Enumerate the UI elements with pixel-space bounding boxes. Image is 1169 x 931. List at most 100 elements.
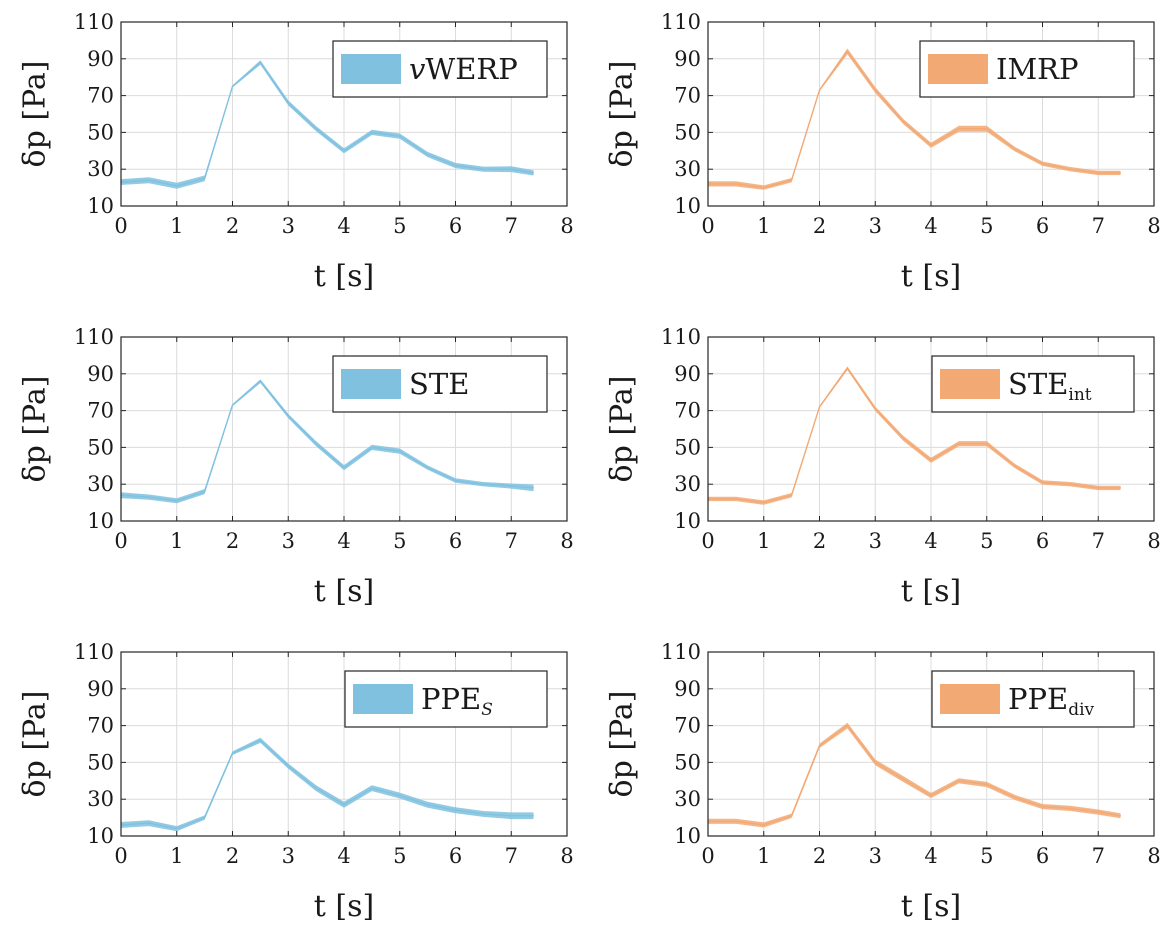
data-point [735,820,737,822]
data-point [930,794,932,797]
data-point [454,479,457,482]
x-tick-label: 0 [701,214,714,238]
data-point [204,817,206,819]
y-tick-label: 50 [674,435,701,459]
y-tick-label: 10 [674,194,701,218]
data-point [204,491,206,493]
x-tick-label: 8 [1147,214,1160,238]
y-axis-label: δp [Pa] [605,376,640,483]
data-point [1014,796,1016,799]
x-tick-label: 4 [924,214,937,238]
data-point [287,415,289,417]
x-tick-label: 4 [337,214,350,238]
legend: PPES [344,670,548,728]
data-point [1119,815,1122,817]
y-tick-label: 70 [674,399,701,423]
data-point [1097,172,1099,174]
x-tick-label: 4 [924,844,937,868]
x-tick-label: 8 [1147,844,1160,868]
y-tick-label: 30 [87,472,114,496]
y-tick-label: 30 [674,787,701,811]
y-tick-label: 90 [674,677,701,701]
data-point [259,739,261,741]
x-tick-label: 5 [393,844,406,868]
data-point [287,765,289,767]
x-tick-label: 7 [1092,214,1105,238]
x-tick-label: 3 [869,844,882,868]
data-point [343,467,345,469]
x-tick-label: 5 [980,214,993,238]
legend-label: vWERP [409,52,518,86]
legend: vWERP [332,40,548,98]
chart-panel-2: 0 1 2 3 4 5 6 7 8 10 30 50 70 90 110 t [s] δp [Pa] IMRP [605,10,1161,294]
data-point [259,61,261,64]
x-tick-label: 6 [1036,529,1049,553]
y-tick-label: 70 [87,84,114,108]
data-point [1014,148,1016,150]
y-tick-label: 90 [87,362,114,386]
x-tick-label: 2 [813,844,826,868]
data-point [874,408,876,410]
data-point [818,745,821,747]
y-tick-label: 70 [87,399,114,423]
y-tick-label: 90 [674,362,701,386]
data-point [1119,172,1122,174]
series-band [708,722,1121,828]
y-tick-label: 50 [674,750,701,774]
chart-panel-6: 0 1 2 3 4 5 6 7 8 10 30 50 70 90 110 t [s] δp [Pa] PPEdiv [605,640,1161,924]
x-tick-label: 3 [282,214,295,238]
data-point [315,443,317,445]
data-point [231,752,234,754]
y-tick-label: 10 [87,509,114,533]
x-axis-label: t [s] [314,889,374,924]
data-point [735,498,737,500]
data-point [874,89,876,91]
data-point [371,446,373,448]
series-line [120,61,534,187]
x-tick-label: 2 [226,844,239,868]
y-tick-label: 90 [87,47,114,71]
legend-label: PPEdiv [1008,682,1095,720]
x-tick-label: 6 [449,214,462,238]
data-point [427,153,429,156]
legend-swatch [940,369,1000,399]
y-tick-label: 70 [674,714,701,738]
data-point [763,502,765,504]
chart-panel-5: 0 1 2 3 4 5 6 7 8 10 30 50 70 90 110 t [s] δp [Pa] PPES [18,640,574,924]
x-tick-label: 2 [226,529,239,553]
y-axis-label: δp [Pa] [18,61,53,168]
data-point [846,367,849,369]
x-tick-label: 6 [449,529,462,553]
x-tick-label: 8 [560,214,573,238]
x-tick-label: 1 [170,214,183,238]
data-point [176,185,178,187]
y-tick-label: 110 [74,10,114,34]
x-tick-label: 6 [1036,844,1049,868]
data-point [1014,465,1016,467]
legend-label: PPES [421,682,493,720]
legend: IMRP [919,40,1135,98]
series-band [121,737,534,832]
data-point [176,828,178,830]
x-tick-label: 3 [282,529,295,553]
data-point [427,467,429,469]
y-tick-label: 110 [661,325,701,349]
x-tick-label: 1 [757,529,770,553]
x-tick-label: 2 [813,214,826,238]
series-line [708,50,1121,189]
y-tick-label: 70 [87,714,114,738]
x-axis-label: t [s] [901,574,961,609]
y-tick-label: 10 [87,194,114,218]
data-point [482,813,484,815]
data-point [791,494,793,496]
chart-panel-1: 0 1 2 3 4 5 6 7 8 10 30 50 70 90 110 t [s] δp [Pa] vWERP [18,10,574,294]
y-axis-label: δp [Pa] [605,691,640,798]
data-point [343,150,345,152]
legend-swatch [341,369,401,399]
legend: STE [332,355,548,413]
y-tick-label: 90 [87,677,114,701]
x-tick-label: 1 [757,844,770,868]
y-tick-label: 10 [674,824,701,848]
data-point [818,406,821,408]
data-point [1097,487,1099,489]
